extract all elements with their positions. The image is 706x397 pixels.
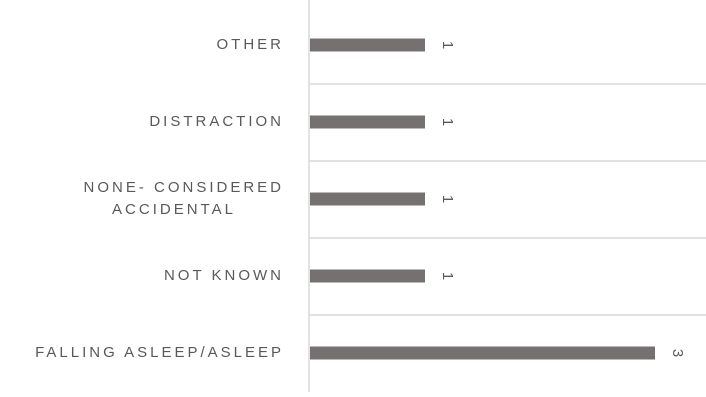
data-label: 1 xyxy=(439,41,456,49)
category-label: NONE- CONSIDERED xyxy=(83,179,284,196)
bar xyxy=(310,192,425,206)
bar xyxy=(310,115,425,129)
category-label: NOT KNOWN xyxy=(164,267,284,284)
data-label: 3 xyxy=(669,349,686,357)
category-label: FALLING ASLEEP/ASLEEP xyxy=(35,344,284,361)
data-label: 1 xyxy=(439,195,456,203)
data-label: 1 xyxy=(439,272,456,280)
data-label: 1 xyxy=(439,118,456,126)
category-label: DISTRACTION xyxy=(149,113,284,130)
bar xyxy=(310,269,425,283)
bar xyxy=(310,346,655,360)
category-label: ACCIDENTAL xyxy=(112,201,236,218)
bar xyxy=(310,38,425,52)
category-label: OTHER xyxy=(217,36,285,53)
